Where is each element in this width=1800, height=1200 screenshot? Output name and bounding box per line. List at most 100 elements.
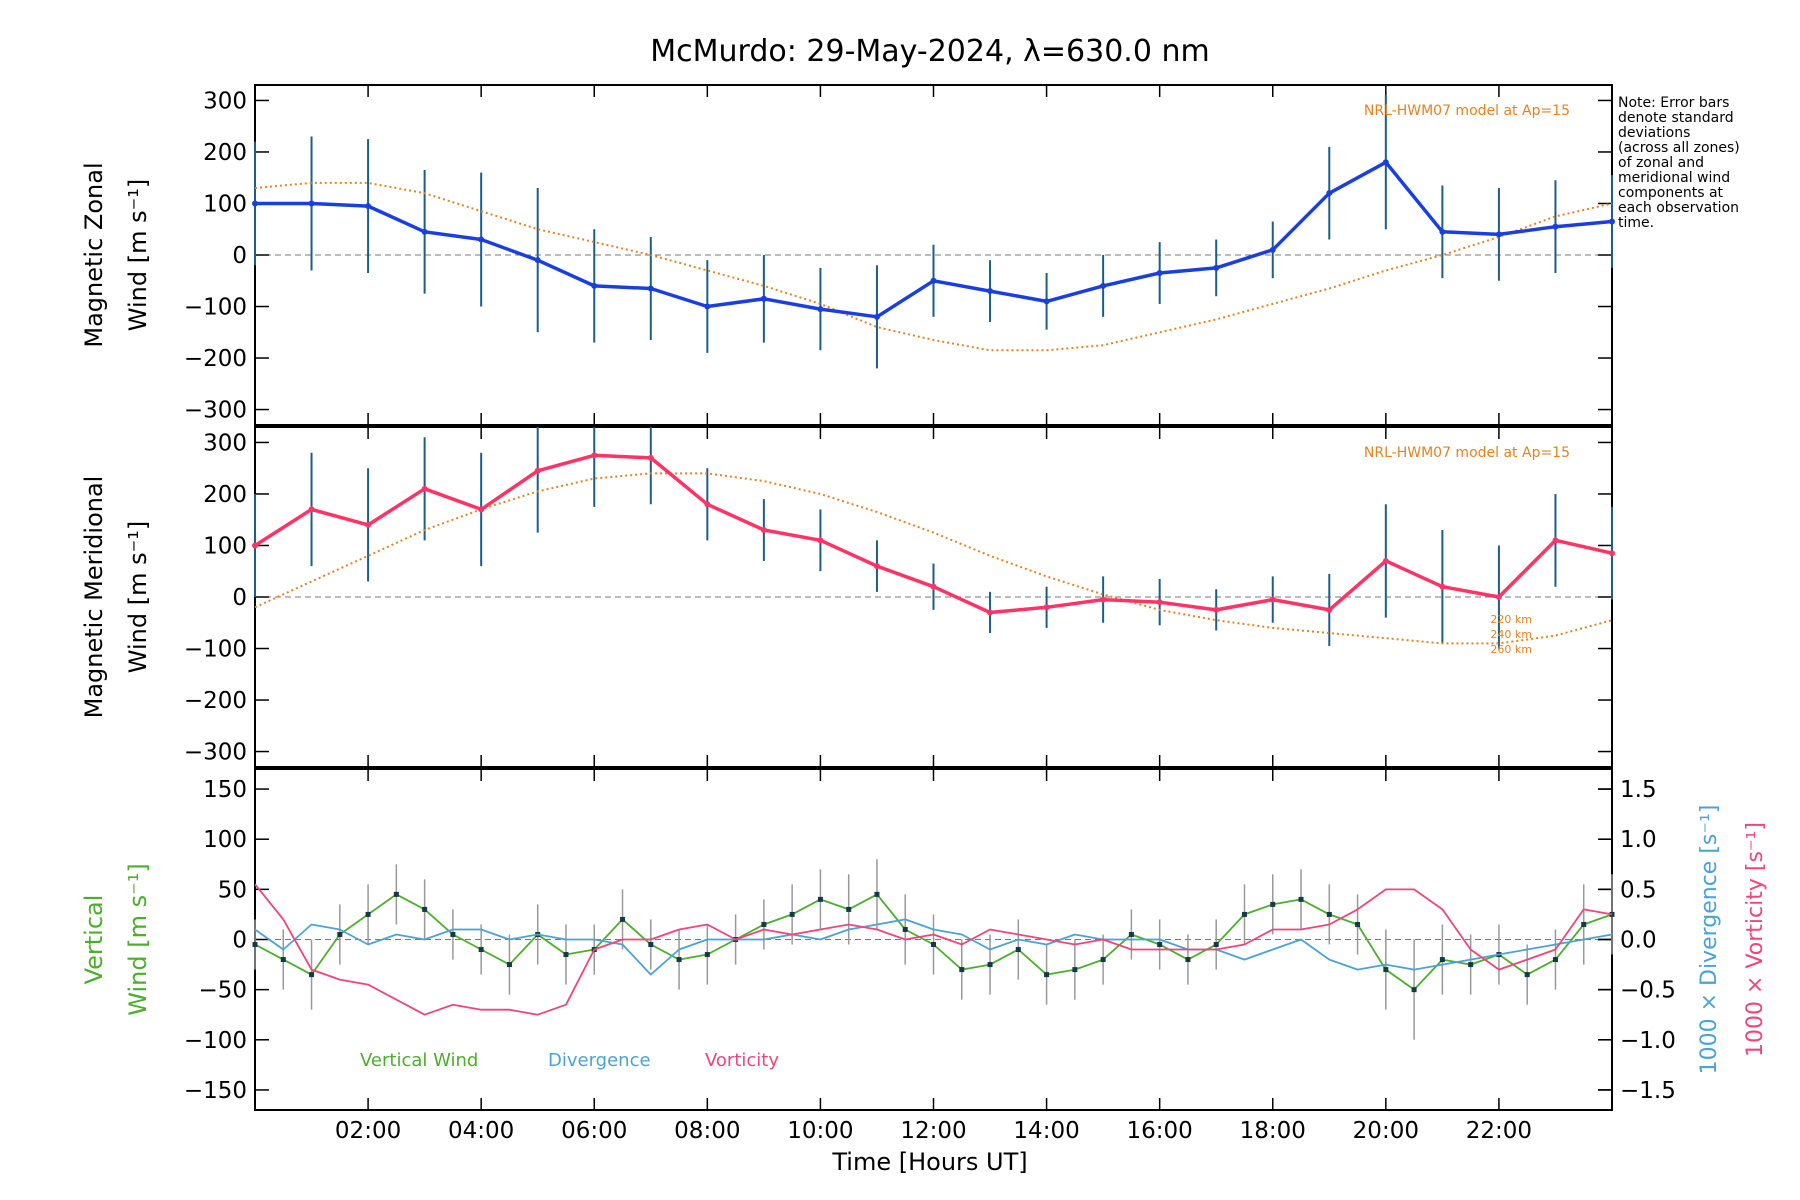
mean-wind-point [478, 236, 485, 243]
y-right-tick-label: 0.0 [1620, 928, 1657, 954]
y-tick-label: −200 [184, 346, 247, 372]
y-axis-label: Wind [m s⁻¹] [124, 179, 152, 331]
mean-wind-point [534, 467, 541, 474]
vertical-wind-point [1411, 987, 1417, 993]
mean-wind-point [817, 306, 824, 313]
y-tick-label: 200 [203, 140, 247, 166]
y-right-tick-label: −1.5 [1620, 1078, 1676, 1104]
mean-wind-point [1043, 604, 1050, 611]
mean-wind-point [760, 527, 767, 534]
mean-wind-point [1156, 599, 1163, 606]
vertical-wind-point [987, 962, 993, 968]
y-right-label: 1000 × Vorticity [s⁻¹] [1743, 822, 1768, 1057]
y-axis-label: Magnetic Meridional [80, 476, 108, 719]
mean-wind-point [1326, 190, 1333, 197]
mean-wind-point [421, 228, 428, 235]
vertical-wind-point [280, 957, 286, 963]
mean-wind-point [873, 313, 880, 320]
vertical-wind-point [874, 891, 880, 897]
vertical-wind-point [1270, 901, 1276, 907]
y-tick-label: −150 [184, 1078, 247, 1104]
x-tick-label: 18:00 [1240, 1118, 1306, 1144]
vertical-wind-point [648, 942, 654, 948]
model-label: NRL-HWM07 model at Ap=15 [1364, 103, 1570, 119]
legend-label: Vorticity [705, 1050, 779, 1071]
vertical-wind-point [1468, 962, 1474, 968]
mean-wind-point [1100, 282, 1107, 289]
mean-wind-point [817, 537, 824, 544]
mean-wind-point [760, 295, 767, 302]
vertical-wind-point [1015, 947, 1021, 953]
mean-wind-point [930, 583, 937, 590]
legend-label: Vertical Wind [360, 1050, 478, 1071]
mean-wind-point [987, 609, 994, 616]
model-curve [254, 181, 1613, 352]
x-tick-label: 08:00 [674, 1118, 740, 1144]
chart-title: McMurdo: 29-May-2024, λ=630.0 nm [650, 34, 1209, 69]
y-right-tick-label: 0.5 [1620, 877, 1657, 903]
legend-label: Divergence [548, 1050, 651, 1071]
mean-wind-point [252, 200, 258, 207]
mean-wind-point [1439, 583, 1446, 590]
series-line-divergence [254, 918, 1613, 976]
mean-wind-point [421, 485, 428, 492]
y-tick-label: 0 [232, 585, 247, 611]
panels: −300 −200 −100 0 100 200 300 Magnetic Zonal Wind… [80, 84, 1768, 1144]
model-curve [254, 472, 1613, 645]
x-tick-label: 22:00 [1466, 1118, 1532, 1144]
x-tick-label: 12:00 [900, 1118, 966, 1144]
y-tick-label: −300 [184, 740, 247, 766]
x-tick-label: 04:00 [448, 1118, 514, 1144]
x-tick-label: 14:00 [1013, 1118, 1079, 1144]
vertical-wind-point [1524, 972, 1530, 978]
mean-wind-point [252, 542, 258, 549]
mean-wind-point [1269, 596, 1276, 603]
mean-wind-point [1495, 594, 1502, 600]
vertical-wind-point [1383, 967, 1389, 973]
panel-zonal: −300 −200 −100 0 100 200 300 Magnetic Zonal Wind… [80, 84, 1615, 426]
y-tick-label: 100 [203, 827, 247, 853]
model-label: NRL-HWM07 model at Ap=15 [1364, 445, 1570, 461]
y-tick-label: 200 [203, 482, 247, 508]
vertical-wind-point [1157, 942, 1163, 948]
mean-wind-point [534, 257, 541, 264]
vertical-wind-point [393, 891, 399, 897]
mean-wind-point [365, 203, 372, 210]
vertical-wind-point [817, 896, 823, 902]
mean-wind-point [873, 563, 880, 570]
vertical-wind-point [1609, 911, 1615, 917]
vertical-wind-point [563, 952, 569, 958]
vertical-wind-point [846, 906, 852, 912]
vertical-wind-point [1326, 911, 1332, 917]
mean-wind-point [704, 501, 711, 508]
vertical-wind-point [959, 967, 965, 973]
mean-wind-point [1100, 596, 1107, 603]
mean-wind-point [1382, 159, 1389, 166]
y-tick-label: 0 [232, 243, 247, 269]
mean-wind-point [1156, 270, 1163, 277]
x-axis-label: Time [Hours UT] [831, 1148, 1027, 1176]
vertical-wind-point [309, 972, 315, 978]
model-height-label: 220 km [1490, 613, 1532, 626]
mean-wind-point [1382, 557, 1389, 564]
y-tick-label: 50 [218, 877, 247, 903]
vertical-wind-point [1439, 957, 1445, 963]
mean-wind-point [1326, 606, 1333, 613]
y-tick-label: 300 [203, 88, 247, 114]
panel-vertical: −150 −100 −50 0 50 100 150 02:00 04:00 06:00 08:00… [80, 768, 1768, 1144]
mean-wind-point [704, 303, 711, 310]
vertical-wind-point [1298, 896, 1304, 902]
mean-wind-point [1269, 246, 1276, 253]
y-axis-label: Wind [m s⁻¹] [124, 863, 152, 1015]
y-tick-label: −100 [184, 295, 247, 321]
y-tick-label: −50 [198, 978, 247, 1004]
vertical-wind-point [1100, 957, 1106, 963]
vertical-wind-point [252, 942, 258, 948]
y-right-tick-label: 1.5 [1620, 777, 1657, 803]
mean-wind-point [647, 454, 654, 461]
model-height-label: 240 km [1490, 628, 1532, 641]
mean-wind-point [1439, 228, 1446, 235]
mean-wind-point [1609, 550, 1615, 557]
mean-wind-point [1552, 223, 1559, 230]
